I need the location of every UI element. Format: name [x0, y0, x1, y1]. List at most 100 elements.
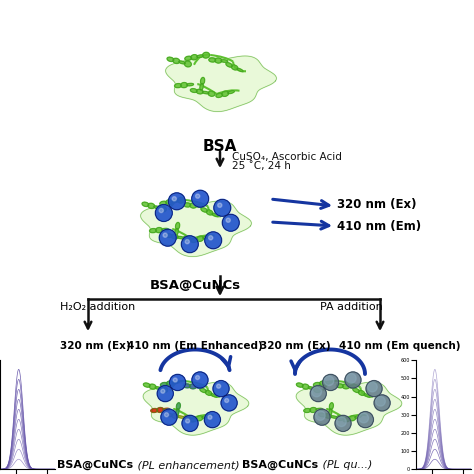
- Text: BSA@CuNCs: BSA@CuNCs: [57, 460, 133, 470]
- Circle shape: [204, 411, 220, 428]
- Ellipse shape: [167, 57, 174, 62]
- Ellipse shape: [172, 414, 179, 418]
- Circle shape: [346, 374, 356, 383]
- Ellipse shape: [328, 409, 332, 416]
- Ellipse shape: [183, 416, 190, 420]
- Ellipse shape: [296, 383, 303, 387]
- Ellipse shape: [155, 387, 162, 390]
- Circle shape: [324, 376, 334, 386]
- Circle shape: [157, 385, 173, 401]
- Ellipse shape: [202, 415, 209, 418]
- Ellipse shape: [310, 408, 317, 412]
- Circle shape: [161, 389, 165, 393]
- Polygon shape: [143, 382, 249, 435]
- Ellipse shape: [150, 228, 156, 233]
- Ellipse shape: [211, 394, 217, 397]
- Ellipse shape: [221, 60, 228, 62]
- Ellipse shape: [231, 65, 238, 70]
- Ellipse shape: [304, 409, 311, 412]
- Ellipse shape: [183, 384, 191, 388]
- Circle shape: [217, 384, 220, 388]
- Ellipse shape: [171, 234, 178, 239]
- Circle shape: [168, 193, 185, 210]
- Ellipse shape: [190, 418, 197, 422]
- Ellipse shape: [195, 386, 202, 388]
- Ellipse shape: [202, 236, 210, 238]
- Ellipse shape: [181, 82, 188, 88]
- Circle shape: [182, 415, 198, 431]
- Ellipse shape: [206, 210, 213, 215]
- Ellipse shape: [208, 91, 215, 96]
- Ellipse shape: [209, 58, 216, 62]
- Ellipse shape: [319, 413, 326, 417]
- Ellipse shape: [175, 228, 178, 235]
- Ellipse shape: [302, 384, 309, 389]
- Text: (PL enhancement): (PL enhancement): [134, 460, 240, 470]
- Text: BSA@CuNCs: BSA@CuNCs: [242, 460, 318, 470]
- Circle shape: [225, 399, 228, 402]
- Circle shape: [359, 413, 369, 423]
- Circle shape: [323, 374, 339, 391]
- Circle shape: [163, 233, 167, 237]
- Circle shape: [185, 239, 190, 244]
- Circle shape: [221, 395, 237, 411]
- Circle shape: [196, 375, 200, 380]
- Ellipse shape: [184, 61, 191, 67]
- Polygon shape: [141, 201, 251, 256]
- Ellipse shape: [202, 91, 209, 94]
- Text: BSA@CuNCs: BSA@CuNCs: [149, 279, 241, 292]
- Ellipse shape: [196, 416, 203, 421]
- Ellipse shape: [330, 416, 337, 418]
- Ellipse shape: [191, 55, 198, 60]
- Circle shape: [186, 419, 190, 423]
- Ellipse shape: [222, 91, 228, 96]
- Circle shape: [159, 229, 176, 246]
- Ellipse shape: [216, 93, 223, 98]
- Circle shape: [159, 209, 164, 212]
- Ellipse shape: [349, 416, 356, 421]
- Circle shape: [376, 396, 385, 406]
- Ellipse shape: [177, 416, 184, 418]
- Ellipse shape: [154, 206, 161, 209]
- Ellipse shape: [142, 202, 149, 207]
- Ellipse shape: [191, 89, 197, 92]
- Circle shape: [226, 218, 230, 222]
- Ellipse shape: [355, 415, 362, 418]
- Ellipse shape: [205, 391, 212, 395]
- Ellipse shape: [160, 201, 167, 205]
- Circle shape: [196, 194, 200, 198]
- Circle shape: [337, 417, 346, 427]
- Ellipse shape: [325, 381, 332, 384]
- Ellipse shape: [173, 58, 180, 64]
- Ellipse shape: [237, 68, 243, 72]
- Ellipse shape: [348, 386, 356, 388]
- Text: CuSO₄, Ascorbic Acid: CuSO₄, Ascorbic Acid: [232, 152, 342, 162]
- Text: 410 nm (Em): 410 nm (Em): [337, 219, 421, 233]
- Ellipse shape: [316, 408, 323, 410]
- Ellipse shape: [159, 206, 166, 212]
- Circle shape: [208, 415, 212, 419]
- Circle shape: [314, 409, 330, 425]
- Ellipse shape: [191, 238, 198, 243]
- Ellipse shape: [151, 409, 158, 412]
- Circle shape: [316, 410, 325, 420]
- Polygon shape: [296, 382, 402, 435]
- Ellipse shape: [172, 381, 179, 384]
- Ellipse shape: [163, 408, 170, 410]
- Circle shape: [205, 232, 222, 249]
- Text: H₂O₂ addition: H₂O₂ addition: [60, 302, 135, 312]
- Ellipse shape: [162, 228, 168, 231]
- Ellipse shape: [202, 52, 210, 58]
- Ellipse shape: [161, 387, 168, 392]
- Text: BSA: BSA: [203, 139, 237, 154]
- Ellipse shape: [314, 387, 320, 392]
- Text: 320 nm (Ex): 320 nm (Ex): [60, 341, 130, 351]
- Circle shape: [214, 200, 231, 216]
- Circle shape: [366, 381, 382, 397]
- Circle shape: [335, 415, 351, 431]
- Text: 410 nm (Em quench): 410 nm (Em quench): [339, 341, 461, 351]
- Ellipse shape: [342, 384, 349, 389]
- Ellipse shape: [329, 403, 333, 410]
- Ellipse shape: [353, 388, 359, 392]
- Circle shape: [192, 372, 208, 388]
